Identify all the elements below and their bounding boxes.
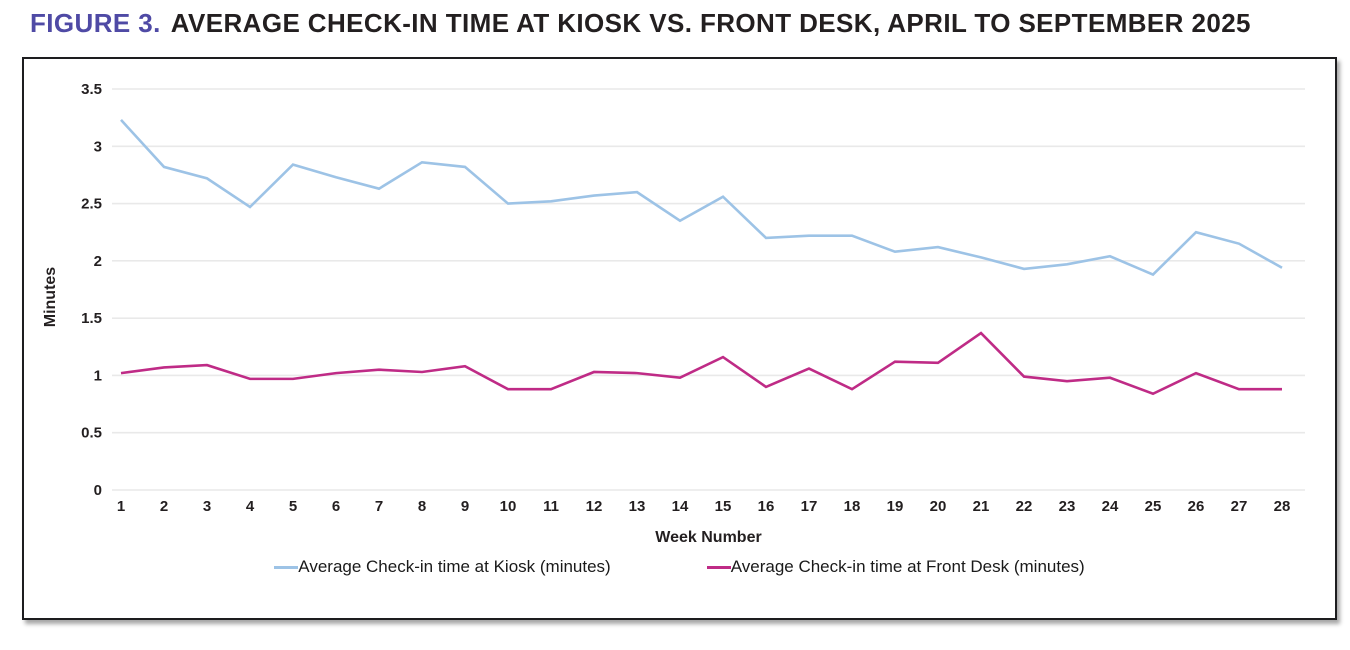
x-tick-label: 8	[418, 498, 426, 515]
x-tick-label: 22	[1016, 498, 1033, 515]
x-tick-label: 28	[1274, 498, 1291, 515]
y-tick-label: 0	[94, 482, 102, 499]
x-tick-label: 13	[629, 498, 646, 515]
y-tick-label: 2	[94, 253, 102, 270]
x-tick-label: 11	[543, 498, 559, 515]
line-chart: 00.511.522.533.51 2 3 4 5 6 7 8 9 10 11 12 13 14 15 16 1…	[81, 81, 1305, 515]
x-axis-title: Week Number	[655, 529, 762, 546]
kiosk-line-swatch	[274, 565, 299, 569]
x-tick-label: 14	[672, 498, 689, 515]
x-tick-label: 15	[715, 498, 732, 515]
x-tick-label: 26	[1188, 498, 1205, 515]
y-tick-label: 0.5	[81, 425, 102, 442]
x-tick-label: 1	[117, 498, 125, 515]
x-tick-label: 2	[160, 498, 168, 515]
x-tick-label: 10	[500, 498, 517, 515]
chart-legend: Average Check-in time at Kiosk (minutes)…	[24, 557, 1335, 577]
x-tick-label: 4	[246, 498, 255, 515]
y-tick-label: 1	[94, 367, 102, 384]
chart-container: Minutes 0 0.5 1 1.5 2 2.5 3 3.5 1 2 3 4 5 6 7 8 9 10 11 12 1…	[22, 57, 1337, 620]
x-tick-label: 6	[332, 498, 340, 515]
x-tick-label: 18	[844, 498, 861, 515]
x-tick-label: 16	[758, 498, 775, 515]
x-tick-label: 27	[1231, 498, 1248, 515]
front-desk-line-swatch	[706, 565, 731, 569]
x-tick-label: 12	[586, 498, 603, 515]
x-tick-label: 17	[801, 498, 818, 515]
x-tick-label: 3	[203, 498, 211, 515]
x-tick-label: 24	[1102, 498, 1119, 515]
y-tick-label: 3	[94, 138, 102, 155]
x-tick-label: 5	[289, 498, 297, 515]
x-tick-label: 9	[461, 498, 469, 515]
y-tick-label: 1.5	[81, 310, 102, 327]
x-tick-label: 21	[973, 498, 990, 515]
x-tick-label: 19	[887, 498, 904, 515]
legend-item-front-desk: Average Check-in time at Front Desk (min…	[706, 557, 1085, 577]
y-tick-label: 2.5	[81, 196, 102, 213]
legend-item-kiosk: Average Check-in time at Kiosk (minutes)	[274, 557, 611, 577]
x-tick-label: 23	[1059, 498, 1076, 515]
x-tick-label: 7	[375, 498, 383, 515]
series-line-0	[120, 119, 1283, 277]
x-tick-label: 25	[1145, 498, 1162, 515]
legend-label-front-desk: Average Check-in time at Front Desk (min…	[730, 557, 1085, 576]
figure-label: FIGURE 3.	[30, 8, 161, 38]
figure-title-text: AVERAGE CHECK-IN TIME AT KIOSK VS. FRONT…	[170, 8, 1251, 38]
legend-label-kiosk: Average Check-in time at Kiosk (minutes)	[298, 557, 611, 576]
series-line-1	[120, 331, 1282, 396]
figure-title: FIGURE 3. AVERAGE CHECK-IN TIME AT KIOSK …	[30, 8, 1251, 39]
y-tick-label: 3.5	[81, 81, 102, 98]
x-tick-label: 20	[930, 498, 947, 515]
